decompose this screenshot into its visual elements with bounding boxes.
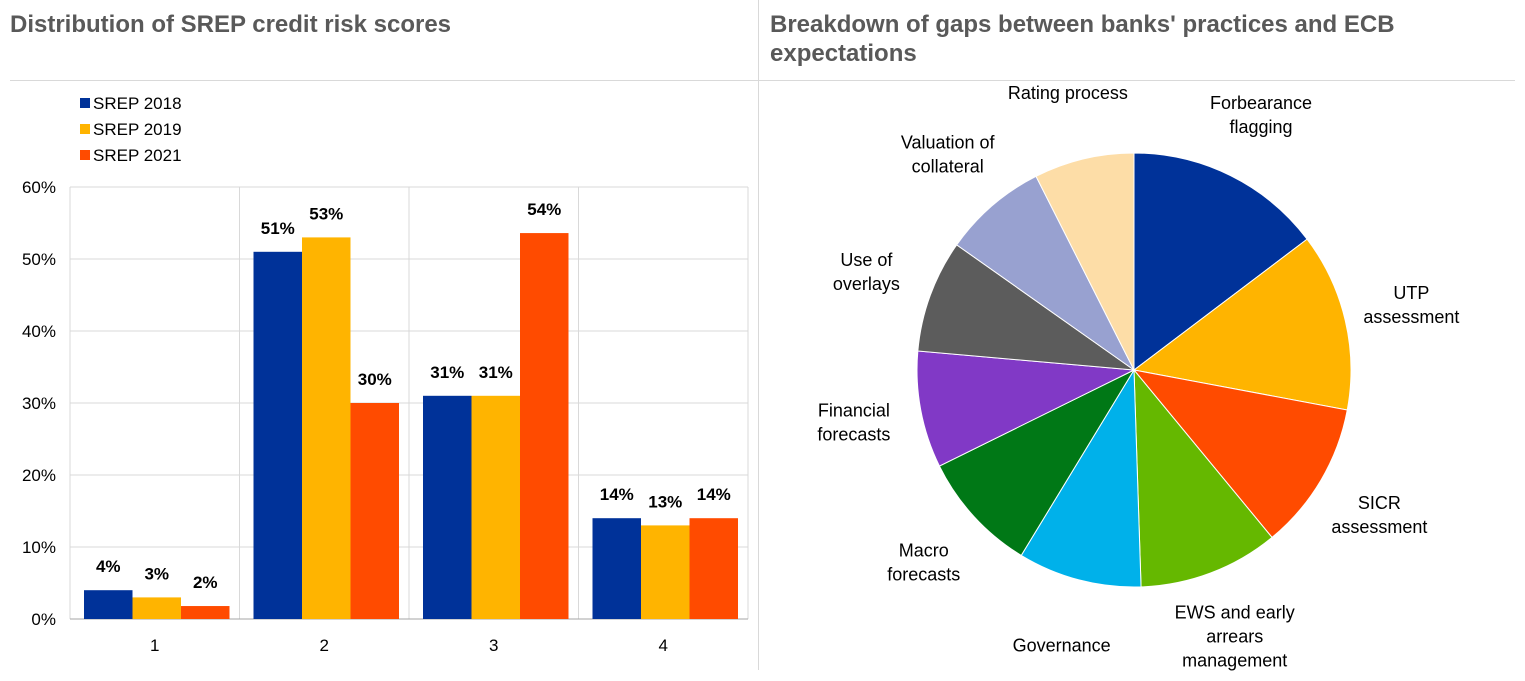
pie-label: UTP assessment bbox=[1363, 283, 1459, 327]
pie-label-line: forecasts bbox=[887, 565, 960, 585]
data-label: 54% bbox=[527, 200, 561, 219]
y-tick-label: 40% bbox=[22, 322, 56, 341]
pie-label: EWS and early arrears management bbox=[1175, 603, 1295, 671]
legend-swatch bbox=[80, 150, 90, 160]
pie-label-line: management bbox=[1182, 651, 1287, 671]
pie-label-line: assessment bbox=[1363, 307, 1459, 327]
pie-label-line: Forbearance bbox=[1210, 93, 1312, 113]
pie-label-line: EWS and early bbox=[1175, 603, 1295, 623]
bar bbox=[471, 395, 520, 619]
data-label: 13% bbox=[648, 492, 682, 511]
panel-divider bbox=[758, 0, 759, 670]
pie-label-line: Valuation of bbox=[901, 132, 996, 152]
bar bbox=[302, 237, 351, 619]
pie-label: Use of overlays bbox=[833, 250, 900, 294]
pie-label-line: assessment bbox=[1331, 517, 1427, 537]
x-tick-label: 1 bbox=[150, 636, 159, 655]
data-label: 2% bbox=[193, 573, 218, 592]
y-tick-label: 0% bbox=[31, 610, 56, 629]
pie-slice bbox=[1132, 238, 1352, 411]
pie-label-line: collateral bbox=[912, 156, 984, 176]
bar bbox=[181, 606, 230, 619]
legend-label: SREP 2021 bbox=[93, 146, 182, 165]
pie-chart: Forbearance flagging UTP assessment SICR asse… bbox=[817, 83, 1459, 671]
pie-label-line: Financial bbox=[818, 401, 890, 421]
pie-label: Valuation of collateral bbox=[901, 132, 996, 176]
pie-label-line: Rating process bbox=[1008, 83, 1128, 103]
data-label: 31% bbox=[479, 363, 513, 382]
pie-slice bbox=[1035, 152, 1135, 371]
bar bbox=[132, 597, 181, 619]
pie-label-line: UTP bbox=[1393, 283, 1429, 303]
pie-label: Financial forecasts bbox=[817, 401, 890, 445]
data-label: 31% bbox=[430, 363, 464, 382]
bar bbox=[641, 525, 690, 619]
pie-label-line: SICR bbox=[1358, 493, 1401, 513]
pie-label: Forbearance flagging bbox=[1210, 93, 1312, 137]
bar-chart: 0% 10% 20% 30% 40% 50% 60% 4% 3% 2% 1 51% 53% 30% 2 31%… bbox=[22, 94, 749, 655]
pie-slice bbox=[1020, 368, 1142, 588]
pie-label-line: Use of bbox=[840, 250, 893, 270]
bar bbox=[253, 251, 302, 620]
pie-slice bbox=[1133, 368, 1273, 588]
y-tick-label: 20% bbox=[22, 466, 56, 485]
bar bbox=[592, 518, 641, 619]
legend-swatch bbox=[80, 124, 90, 134]
pie-slice bbox=[1133, 152, 1308, 372]
bar bbox=[350, 403, 399, 619]
pie-slice bbox=[917, 244, 1136, 371]
y-tick-label: 30% bbox=[22, 394, 56, 413]
pie-slice bbox=[916, 350, 1136, 467]
data-label: 30% bbox=[358, 370, 392, 389]
legend-swatch bbox=[80, 98, 90, 108]
pie-label-line: overlays bbox=[833, 274, 900, 294]
bar bbox=[520, 233, 569, 619]
y-tick-label: 50% bbox=[22, 250, 56, 269]
pie-label-line: forecasts bbox=[817, 425, 890, 445]
data-label: 53% bbox=[309, 204, 343, 223]
bar bbox=[689, 518, 738, 619]
title-divider bbox=[10, 80, 1515, 81]
pie-label: Rating process bbox=[1008, 83, 1128, 103]
data-label: 14% bbox=[697, 485, 731, 504]
pie-label-line: arrears bbox=[1206, 627, 1263, 647]
bar bbox=[423, 395, 472, 619]
pie-label-line: Governance bbox=[1013, 636, 1111, 656]
x-tick-label: 3 bbox=[489, 636, 498, 655]
pie-slice bbox=[1132, 369, 1348, 539]
data-label: 3% bbox=[144, 564, 169, 583]
bar bbox=[84, 590, 133, 619]
pie-label: Governance bbox=[1013, 636, 1111, 656]
pie-label-line: Macro bbox=[899, 541, 949, 561]
y-tick-label: 10% bbox=[22, 538, 56, 557]
pie-label: Macro forecasts bbox=[887, 541, 960, 585]
pie-label: SICR assessment bbox=[1331, 493, 1427, 537]
pie-slice bbox=[938, 368, 1136, 557]
pie-chart-title: Breakdown of gaps between banks' practic… bbox=[770, 11, 1395, 67]
legend-label: SREP 2018 bbox=[93, 94, 182, 113]
data-label: 4% bbox=[96, 557, 121, 576]
pie-slice bbox=[956, 175, 1135, 371]
x-tick-label: 2 bbox=[320, 636, 329, 655]
bar-chart-title: Distribution of SREP credit risk scores bbox=[10, 11, 452, 38]
data-label: 51% bbox=[261, 219, 295, 238]
x-tick-label: 4 bbox=[659, 636, 668, 655]
data-label: 14% bbox=[600, 485, 634, 504]
y-tick-label: 60% bbox=[22, 178, 56, 197]
legend-label: SREP 2019 bbox=[93, 120, 182, 139]
pie-label-line: flagging bbox=[1229, 117, 1292, 137]
